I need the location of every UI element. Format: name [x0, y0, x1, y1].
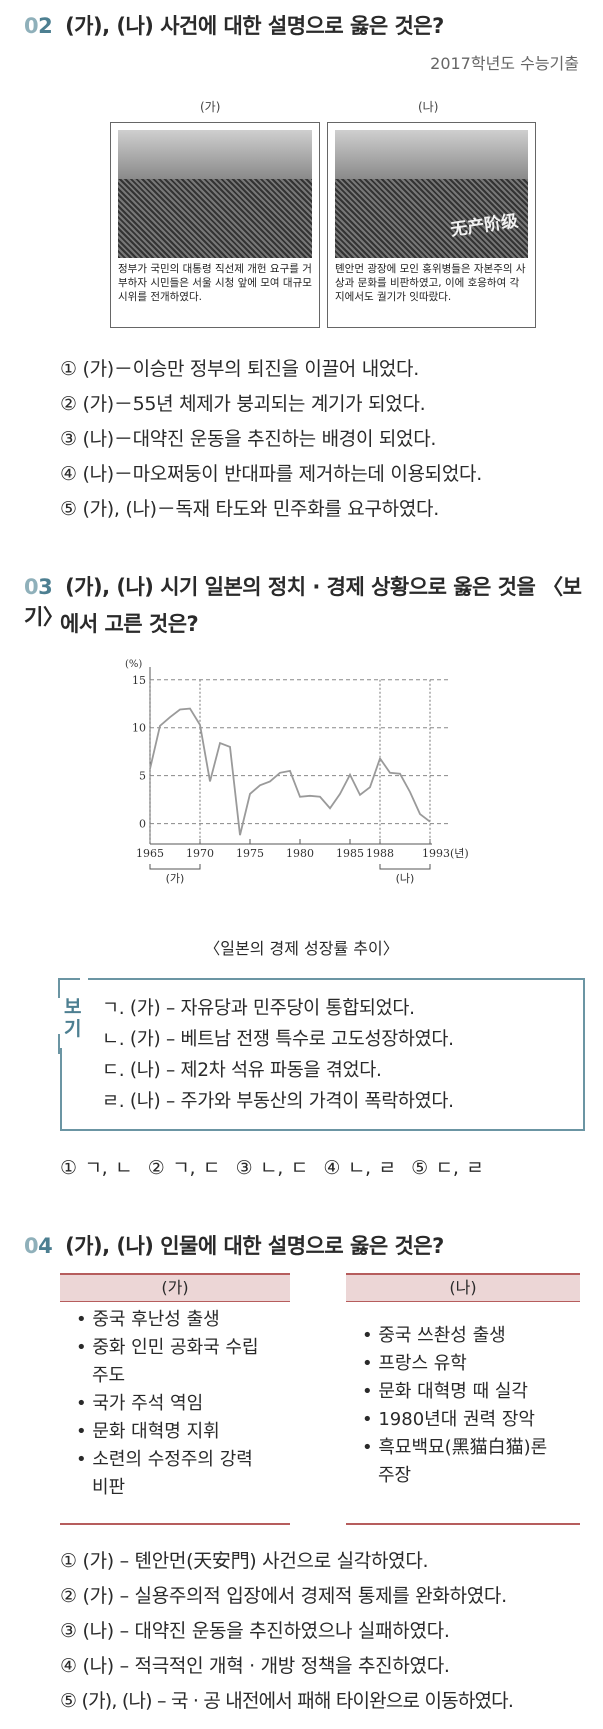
- chart-series-line: [149, 707, 431, 836]
- q04-left-list: • 중국 후난성 출생 • 중화 인민 공화국 수립 주도 • 국가 주석 역임…: [60, 1302, 290, 1502]
- chart-x-tick-1970: 1970: [186, 847, 214, 860]
- chart-x-tick-1993: 1993(년): [422, 847, 469, 860]
- q04-left-item-1: • 중국 후난성 출생: [76, 1309, 220, 1330]
- q04-right-item-2: • 프랑스 유학: [362, 1353, 467, 1374]
- q02-source: 2017학년도 수능기출: [430, 54, 579, 73]
- bogi-label-1: 보: [64, 996, 82, 1018]
- q04-left-item-5: • 소련의 수정주의 강력: [76, 1449, 253, 1470]
- q04-right-item-5-cont: 주장: [378, 1465, 412, 1486]
- q02-heading: 02 (가), (나) 사건에 대한 설명으로 옳은 것은?: [24, 10, 444, 40]
- q02-choice-1[interactable]: ① (가)－이승만 정부의 퇴진을 이끌어 내었다.: [60, 358, 419, 380]
- chart-period-label-1: (나): [396, 872, 415, 885]
- growth-rate-chart: (%) 0 5 10 15 1965 1970 1975 1980 1985 1988 1993(년)…: [125, 659, 469, 885]
- q04-heading: 04 (가), (나) 인물에 대한 설명으로 옳은 것은?: [24, 1230, 444, 1260]
- chart-x-tick-1965: 1965: [136, 847, 164, 860]
- q02-left-caption: 정부가 국민의 대통령 직선제 개헌 요구를 거부하자 시민들은 서울 시청 앞…: [118, 263, 312, 303]
- q02-right-label: (나): [418, 100, 439, 114]
- q04-right-item-1: • 중국 쓰촨성 출생: [362, 1325, 506, 1346]
- chart-period-label-0: (가): [166, 872, 185, 885]
- q02-choice-5[interactable]: ⑤ (가), (나)－독재 타도와 민주화를 요구하였다.: [60, 498, 439, 520]
- q04-choice-1[interactable]: ① (가) – 톈안먼(天安門) 사건으로 실각하였다.: [60, 1550, 429, 1572]
- chart-y-unit: (%): [125, 659, 142, 670]
- chart-y-tick-0: 0: [139, 818, 146, 831]
- q04-right-list: • 중국 쓰촨성 출생 • 프랑스 유학 • 문화 대혁명 때 실각 • 198…: [346, 1302, 580, 1490]
- q02-choice-2[interactable]: ② (가)－55년 체제가 붕괴되는 계기가 되었다.: [60, 393, 426, 415]
- q03-title-line1: (가), (나) 시기 일본의 정치 · 경제 상황으로 옳은 것을 〈보기〉: [24, 575, 582, 629]
- bogi-label: 보 기: [64, 996, 81, 1040]
- q02-right-card: 无产阶级 톈안먼 광장에 모인 홍위병들은 자본주의 사상과 문화를 비판하였고…: [327, 122, 536, 328]
- q04-left-head: (가): [60, 1273, 290, 1302]
- q04-number-prefix: 0: [24, 1234, 39, 1258]
- q04-number: 4: [38, 1234, 53, 1258]
- chart-period-bracket-0: [149, 864, 201, 870]
- chart-x-tick-1985: 1985: [336, 847, 364, 860]
- chart-x-tick-1980: 1980: [286, 847, 314, 860]
- q04-choice-4[interactable]: ④ (나) – 적극적인 개혁 · 개방 정책을 추진하였다.: [60, 1655, 450, 1677]
- bogi-box: [60, 978, 585, 1131]
- q04-left-item-5-cont: 비판: [92, 1477, 126, 1498]
- q02-title: (가), (나) 사건에 대한 설명으로 옳은 것은?: [65, 14, 444, 38]
- q02-choice-4[interactable]: ④ (나)－마오쩌둥이 반대파를 제거하는데 이용되었다.: [60, 463, 482, 485]
- chart-period-bracket-1: [379, 864, 431, 870]
- q04-left-item-2: • 중화 인민 공화국 수립: [76, 1337, 259, 1358]
- bogi-item-1: ㄱ. (가) – 자유당과 민주당이 통합되었다.: [102, 998, 415, 1019]
- q04-choice-5[interactable]: ⑤ (가), (나) – 국 · 공 내전에서 패해 타이완으로 이동하였다.: [60, 1690, 514, 1712]
- q04-right-head: (나): [346, 1273, 580, 1302]
- bogi-tab-line: [58, 978, 80, 998]
- bogi-label-2: 기: [64, 1018, 82, 1040]
- q04-left-box: (가) • 중국 후난성 출생 • 중화 인민 공화국 수립 주도 • 국가 주…: [60, 1273, 290, 1525]
- q03-number: 3: [38, 575, 53, 599]
- bogi-tab-line-bottom: [58, 1034, 80, 1054]
- bogi-item-2: ㄴ. (가) – 베트남 전쟁 특수로 고도성장하였다.: [102, 1029, 454, 1050]
- q04-right-item-4: • 1980년대 권력 장악: [362, 1409, 535, 1430]
- q04-title: (가), (나) 인물에 대한 설명으로 옳은 것은?: [65, 1234, 444, 1258]
- q02-left-label: (가): [200, 100, 221, 114]
- q03-answer-choices[interactable]: ① ㄱ, ㄴ ② ㄱ, ㄷ ③ ㄴ, ㄷ ④ ㄴ, ㄹ ⑤ ㄷ, ㄹ: [60, 1157, 484, 1179]
- q03-title-line2: 에서 고른 것은?: [60, 612, 199, 636]
- q02-right-photo: 无产阶级: [335, 130, 528, 258]
- q02-number: 2: [38, 14, 53, 38]
- chart-y-tick-5: 5: [139, 770, 146, 783]
- q04-left-item-4: • 문화 대혁명 지휘: [76, 1421, 220, 1442]
- chart-x-tick-1975: 1975: [236, 847, 264, 860]
- q04-choice-2[interactable]: ② (가) – 실용주의적 입장에서 경제적 통제를 완화하였다.: [60, 1585, 507, 1607]
- q04-right-item-5: • 흑묘백묘(黑猫白猫)론: [362, 1437, 548, 1458]
- q04-choice-3[interactable]: ③ (나) – 대약진 운동을 추진하였으나 실패하였다.: [60, 1620, 450, 1642]
- q04-right-box: (나) • 중국 쓰촨성 출생 • 프랑스 유학 • 문화 대혁명 때 실각 •…: [346, 1273, 580, 1525]
- chart-y-tick-15: 15: [132, 674, 146, 687]
- q02-number-prefix: 0: [24, 14, 39, 38]
- bogi-tab: [58, 978, 88, 1048]
- bogi-item-3: ㄷ. (나) – 제2차 석유 파동을 겪었다.: [102, 1060, 382, 1081]
- q04-right-item-3: • 문화 대혁명 때 실각: [362, 1381, 528, 1402]
- q04-left-item-3: • 국가 주석 역임: [76, 1393, 204, 1414]
- chart-caption: 〈일본의 경제 성장률 추이〉: [204, 939, 399, 958]
- chart-y-tick-10: 10: [132, 722, 146, 735]
- chart-x-tick-1988: 1988: [366, 847, 394, 860]
- q03-heading: 03 (가), (나) 시기 일본의 정치 · 경제 상황으로 옳은 것을 〈보…: [24, 571, 603, 631]
- q02-left-card: 정부가 국민의 대통령 직선제 개헌 요구를 거부하자 시민들은 서울 시청 앞…: [110, 122, 320, 328]
- bogi-item-4: ㄹ. (나) – 주가와 부동산의 가격이 폭락하였다.: [102, 1091, 454, 1112]
- q02-choice-3[interactable]: ③ (나)－대약진 운동을 추진하는 배경이 되었다.: [60, 428, 437, 450]
- q03-number-prefix: 0: [24, 575, 39, 599]
- q02-right-caption: 톈안먼 광장에 모인 홍위병들은 자본주의 사상과 문화를 비판하였고, 이에 …: [335, 263, 526, 303]
- q02-left-photo: [118, 130, 312, 258]
- q02-right-photo-banner: 无产阶级: [449, 211, 520, 241]
- q04-left-item-2-cont: 주도: [92, 1365, 126, 1386]
